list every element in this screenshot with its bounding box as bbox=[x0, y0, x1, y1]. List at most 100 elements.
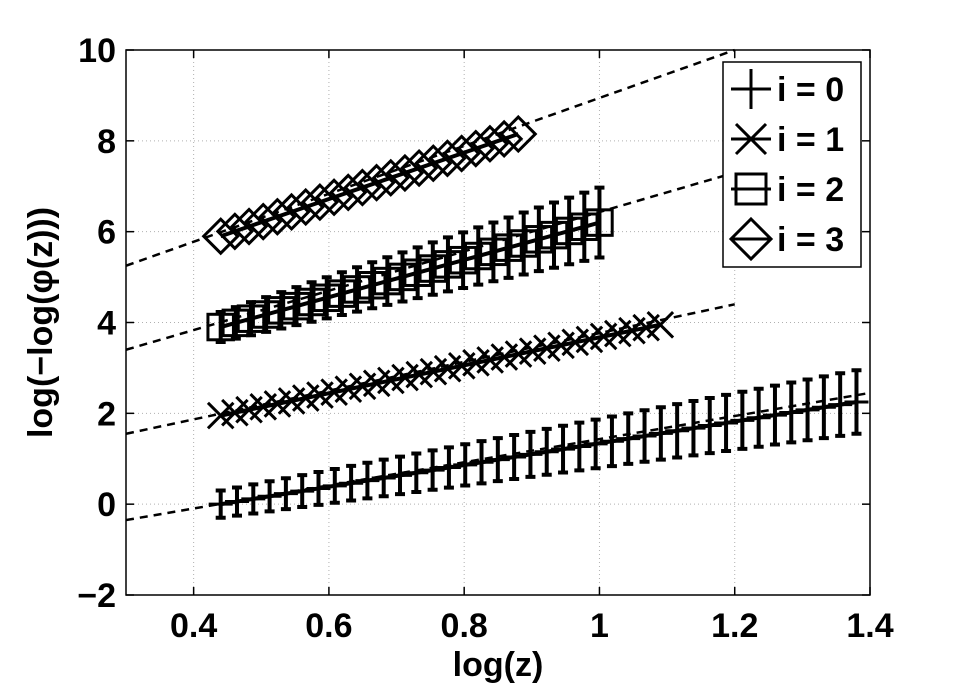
marker-square bbox=[479, 237, 508, 267]
marker-square bbox=[297, 287, 326, 317]
legend-label: i = 0 bbox=[777, 71, 844, 109]
marker-diamond bbox=[300, 183, 340, 222]
series-3 bbox=[201, 114, 538, 256]
marker-square bbox=[342, 275, 372, 304]
marker-square bbox=[267, 296, 296, 325]
marker-diamond bbox=[229, 207, 269, 246]
marker-diamond bbox=[343, 168, 382, 207]
y-tick-label: 2 bbox=[97, 395, 116, 433]
marker-diamond bbox=[399, 148, 439, 188]
y-tick-label: 8 bbox=[97, 123, 116, 161]
marker-square bbox=[448, 245, 478, 275]
marker-diamond bbox=[357, 163, 396, 202]
marker-square bbox=[524, 225, 554, 254]
marker-square bbox=[357, 271, 387, 300]
series-line-3 bbox=[220, 132, 519, 239]
marker-diamond bbox=[728, 216, 774, 262]
error-bar bbox=[579, 190, 590, 263]
legend-item-1: i = 1 bbox=[731, 121, 844, 159]
x-tick-label: 1.4 bbox=[846, 607, 893, 645]
x-tick-label: 0.4 bbox=[170, 607, 217, 645]
error-bar bbox=[564, 195, 575, 267]
error-bar bbox=[367, 260, 378, 311]
marker-diamond bbox=[201, 217, 240, 256]
marker-diamond bbox=[470, 124, 510, 163]
error-bar bbox=[442, 235, 453, 294]
marker-square bbox=[206, 312, 235, 342]
marker-square bbox=[388, 262, 417, 292]
error-bar bbox=[336, 270, 347, 317]
marker-square bbox=[418, 254, 448, 283]
y-tick-label: −2 bbox=[77, 577, 116, 615]
marker-diamond bbox=[484, 119, 524, 159]
marker-square bbox=[509, 229, 538, 258]
marker-diamond bbox=[314, 178, 354, 217]
marker-diamond bbox=[428, 139, 467, 178]
error-bar bbox=[427, 240, 438, 297]
marker-square bbox=[570, 212, 599, 242]
x-tick-labels: 0.4 0.6 0.8 1 1.2 1.4 bbox=[170, 607, 894, 645]
error-bar bbox=[533, 205, 544, 274]
error-bar bbox=[458, 230, 469, 290]
legend-label: i = 2 bbox=[777, 171, 844, 209]
marker-square bbox=[494, 233, 523, 262]
series-group bbox=[201, 114, 869, 520]
marker-square bbox=[327, 279, 357, 308]
marker-square bbox=[251, 300, 281, 329]
marker-diamond bbox=[499, 114, 538, 154]
error-bar bbox=[594, 185, 605, 260]
marker-diamond bbox=[272, 192, 311, 231]
legend-box bbox=[722, 61, 862, 268]
x-tick-label: 0.6 bbox=[305, 607, 352, 645]
fit-line-series-2 bbox=[125, 171, 736, 351]
marker-diamond bbox=[371, 158, 410, 197]
x-tick-label: 1 bbox=[590, 607, 609, 645]
marker-square bbox=[464, 241, 493, 271]
marker-diamond bbox=[456, 129, 495, 168]
y-tick-labels: −2 0 2 4 6 8 10 bbox=[77, 32, 116, 615]
marker-diamond bbox=[286, 187, 325, 227]
marker-square bbox=[282, 291, 311, 321]
error-bar bbox=[352, 265, 363, 314]
marker-square bbox=[403, 258, 432, 287]
series-line-1 bbox=[220, 322, 661, 418]
error-bar bbox=[473, 225, 484, 287]
error-bar bbox=[549, 200, 560, 270]
marker-diamond bbox=[258, 197, 297, 236]
series-0 bbox=[208, 368, 869, 520]
legend-item-3: i = 3 bbox=[728, 216, 844, 262]
x-tick-label: 1.2 bbox=[711, 607, 758, 645]
legend-item-0: i = 0 bbox=[731, 69, 844, 109]
marker-square bbox=[734, 172, 768, 206]
legend-label: i = 1 bbox=[777, 121, 844, 159]
marker-diamond bbox=[414, 144, 453, 183]
marker-diamond bbox=[244, 202, 283, 241]
y-tick-label: 6 bbox=[97, 214, 116, 252]
marker-diamond bbox=[329, 173, 368, 212]
x-tick-label: 0.8 bbox=[441, 607, 488, 645]
marker-square bbox=[554, 216, 584, 246]
marker-square bbox=[539, 220, 569, 250]
marker-x bbox=[646, 310, 675, 339]
marker-square bbox=[585, 208, 614, 237]
error-bar bbox=[503, 215, 514, 280]
axis-ticks bbox=[126, 49, 871, 596]
error-bar bbox=[518, 210, 529, 277]
error-bar bbox=[412, 245, 423, 301]
legend: i = 0 i = 1 i = 2 i = 3 bbox=[722, 61, 862, 268]
legend-item-2: i = 2 bbox=[731, 171, 844, 209]
marker-diamond bbox=[442, 134, 481, 173]
y-axis-label: log(−log(φ(z))) bbox=[22, 207, 60, 438]
y-tick-label: 4 bbox=[97, 305, 116, 343]
marker-diamond bbox=[385, 153, 425, 193]
legend-label: i = 3 bbox=[777, 221, 844, 259]
marker-x bbox=[734, 122, 768, 156]
marker-square bbox=[236, 304, 266, 333]
error-bar bbox=[397, 250, 408, 304]
marker-square bbox=[433, 250, 463, 279]
marker-square bbox=[373, 266, 402, 296]
x-axis-label: log(z) bbox=[453, 646, 544, 684]
y-tick-label: 10 bbox=[78, 32, 116, 70]
marker-square bbox=[312, 283, 341, 313]
